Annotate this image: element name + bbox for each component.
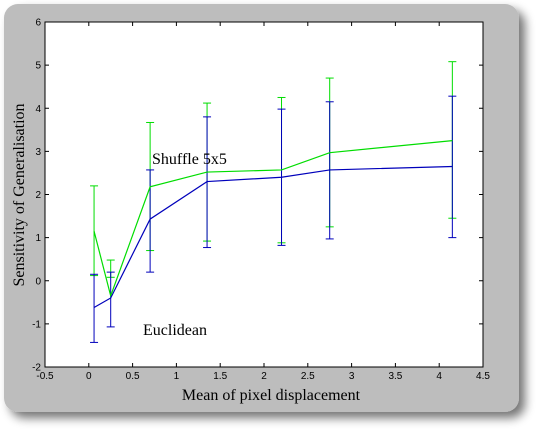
- y-tick-label: 3: [35, 147, 41, 158]
- series-line-euclidean: [93, 165, 453, 309]
- y-tick-label: 0: [35, 276, 41, 287]
- x-tick-label: 0.5: [126, 371, 140, 382]
- series-line-shuffle-5x5: [93, 139, 453, 298]
- y-tick-label: 5: [35, 61, 41, 72]
- y-tick-label: 1: [35, 233, 41, 244]
- series-lines: [93, 139, 453, 309]
- annotation-euclidean: Euclidean: [143, 322, 207, 339]
- y-axis-label: Sensitivity of Generalisation: [11, 103, 28, 286]
- annotation-shuffle: Shuffle 5x5: [152, 151, 227, 168]
- x-tick-label: 4.5: [476, 371, 490, 382]
- x-tick-label: 2: [261, 371, 267, 382]
- x-axis-label: Mean of pixel displacement: [182, 387, 361, 404]
- x-tick-label: -0.5: [36, 371, 54, 382]
- axis-ticks: -0.5 0 0.5 1 1.5 2 2.5 3 3.5 4 4.5 -2 -1 0 1 2 3 4 5 6: [32, 18, 490, 383]
- x-tick-label: 2.5: [301, 371, 315, 382]
- x-tick-label: 3.5: [388, 371, 402, 382]
- y-tick-label: -1: [32, 319, 41, 330]
- y-tick-label: 2: [35, 190, 41, 201]
- y-tick-label: 6: [35, 18, 41, 29]
- y-tick-label: 4: [35, 104, 41, 115]
- x-tick-label: 1.5: [213, 371, 227, 382]
- x-tick-label: 1: [174, 371, 180, 382]
- y-tick-label: -2: [32, 363, 41, 374]
- x-tick-label: 4: [436, 371, 442, 382]
- x-tick-label: 0: [86, 371, 92, 382]
- x-tick-label: 3: [349, 371, 355, 382]
